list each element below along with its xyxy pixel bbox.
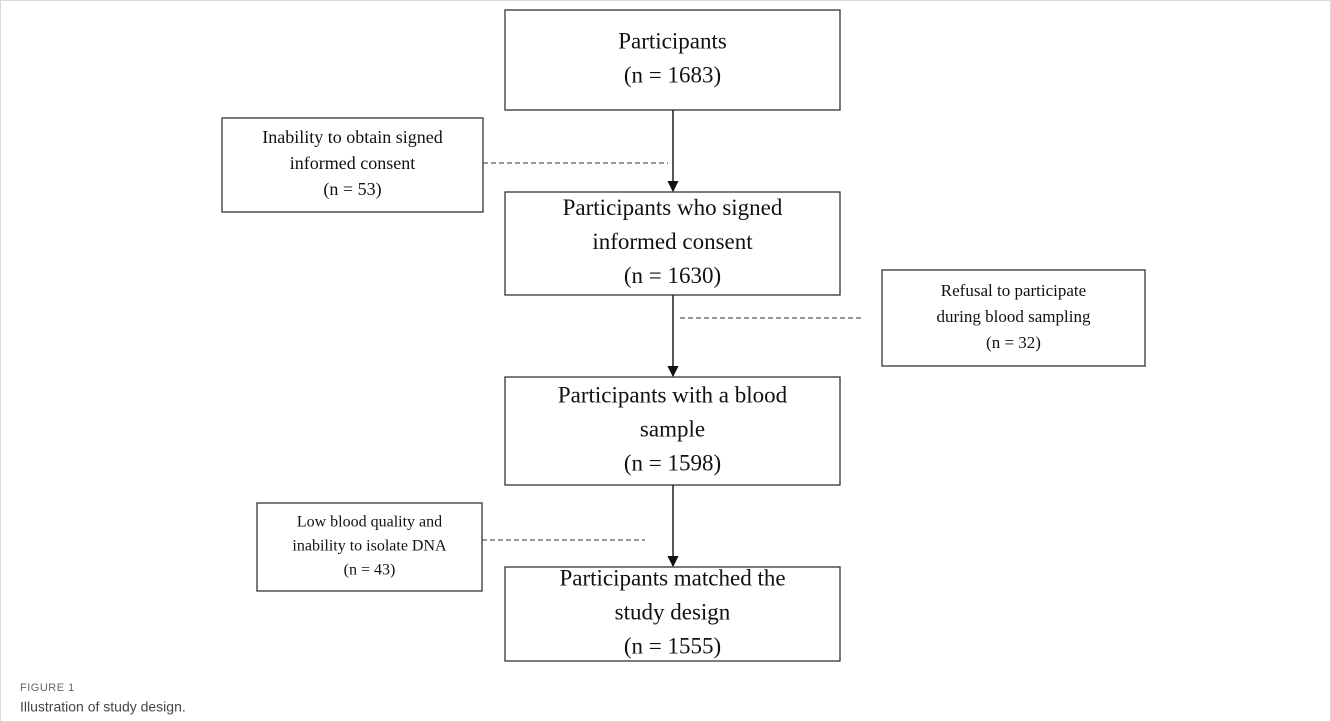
stage-box-text: Participants xyxy=(618,28,727,53)
caption-text: Illustration of study design. xyxy=(20,699,186,715)
exclusion-box-text: inability to isolate DNA xyxy=(292,538,447,555)
exclusion-box-text: during blood sampling xyxy=(937,307,1091,326)
exclusion-box xyxy=(221,117,484,213)
stage-box xyxy=(504,9,841,111)
stage-box-text: Participants with a blood xyxy=(558,382,788,407)
exclusion-box-text: Refusal to participate xyxy=(941,281,1086,300)
stage-box-count: (n = 1555) xyxy=(624,633,721,658)
exclusion-box-text: Inability to obtain signed xyxy=(262,127,442,147)
stage-box-text: Participants matched the xyxy=(559,565,785,590)
exclusion-box-count: (n = 53) xyxy=(323,179,381,200)
stage-box-count: (n = 1630) xyxy=(624,263,721,288)
exclusion-box-text: Low blood quality and xyxy=(297,514,442,531)
stage-box-count: (n = 1598) xyxy=(624,450,721,475)
stage-box xyxy=(504,191,841,296)
stage-box xyxy=(504,566,841,662)
exclusion-box xyxy=(881,269,1146,367)
exclusion-box-text: informed consent xyxy=(290,153,415,173)
stage-box-text: Participants who signed xyxy=(563,195,783,220)
stage-box-text: informed consent xyxy=(592,229,753,254)
stage-box-text: sample xyxy=(640,416,705,441)
exclusion-box xyxy=(256,502,483,592)
stage-box-count: (n = 1683) xyxy=(624,62,721,87)
exclusion-box-count: (n = 32) xyxy=(986,333,1041,352)
caption-label: FIGURE 1 xyxy=(20,682,75,694)
stage-box-text: study design xyxy=(615,599,731,624)
exclusion-box-count: (n = 43) xyxy=(344,562,396,579)
stage-box xyxy=(504,376,841,486)
